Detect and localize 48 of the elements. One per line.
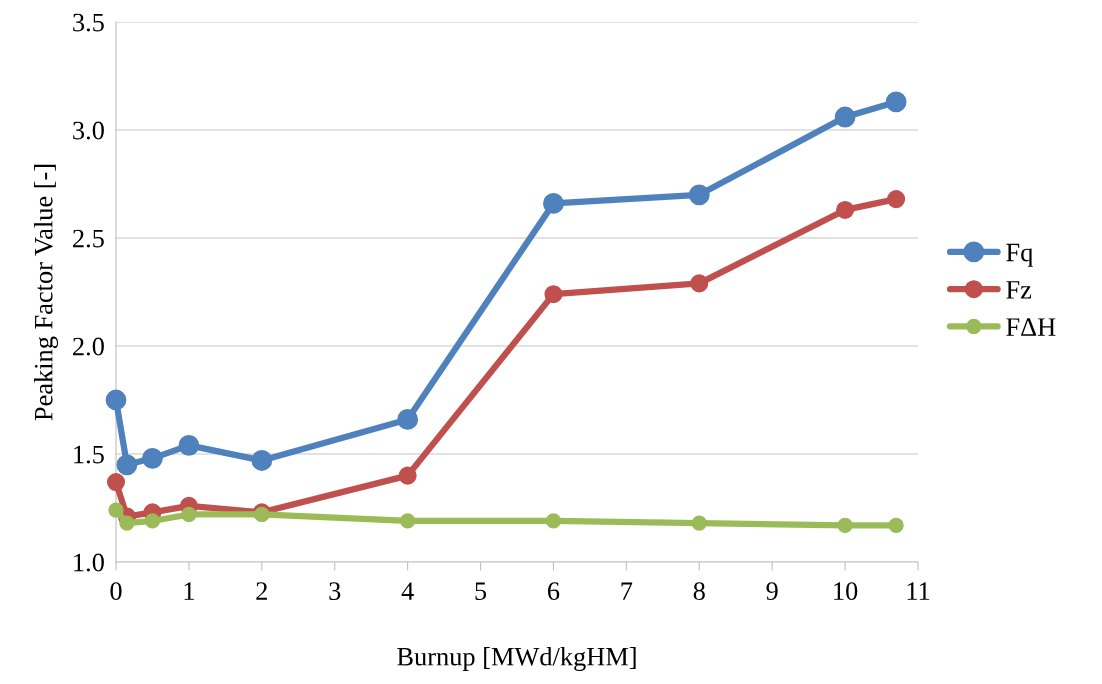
- y-tick-label: 1.5: [74, 445, 104, 464]
- y-axis-title: Peaking Factor Value [-]: [34, 164, 59, 421]
- point: [544, 285, 563, 304]
- x-tick-label: 8: [693, 582, 705, 601]
- point: [887, 190, 906, 209]
- point: [142, 447, 163, 469]
- point: [108, 502, 124, 518]
- y-tick-label: 2.5: [73, 229, 104, 248]
- x-tick-label: 2: [256, 582, 267, 600]
- legend-label: Fq: [1006, 243, 1033, 267]
- y-tick-label: 3.5: [73, 13, 104, 32]
- point: [885, 91, 907, 113]
- point: [251, 450, 273, 471]
- point: [106, 473, 126, 492]
- x-axis-title: Burnup [MWd/kgHM]: [397, 647, 636, 672]
- x-tick-label: 3: [329, 582, 341, 601]
- point: [688, 184, 710, 206]
- point: [691, 515, 707, 531]
- x-tick-label: 7: [621, 582, 633, 600]
- point: [116, 454, 138, 476]
- point: [888, 517, 904, 533]
- point: [178, 434, 200, 456]
- x-tick-label: 4: [401, 582, 414, 600]
- y-tick-label: 2.0: [73, 337, 104, 356]
- x-tick-label: 0: [110, 582, 122, 601]
- point: [144, 513, 161, 529]
- point: [543, 193, 564, 214]
- point: [690, 274, 709, 293]
- x-tick-label: 11: [907, 582, 930, 600]
- y-tick-label: 3.0: [73, 121, 104, 140]
- point: [545, 513, 562, 529]
- x-tick-label: 1: [184, 582, 194, 600]
- legend-label: FΔH: [1006, 318, 1056, 336]
- legend-label: Fz: [1006, 281, 1032, 299]
- point: [399, 513, 416, 529]
- point: [119, 515, 135, 531]
- point: [834, 106, 856, 128]
- x-tick-label: 10: [834, 582, 858, 601]
- point: [397, 409, 419, 430]
- x-tick-label: 5: [475, 582, 487, 601]
- x-tick-label: 6: [547, 582, 560, 601]
- point: [181, 506, 197, 523]
- point: [837, 517, 853, 533]
- y-tick-label: 1.0: [74, 553, 104, 572]
- point: [836, 200, 855, 219]
- point: [398, 466, 417, 485]
- x-tick-label: 9: [766, 582, 778, 601]
- point: [105, 389, 127, 411]
